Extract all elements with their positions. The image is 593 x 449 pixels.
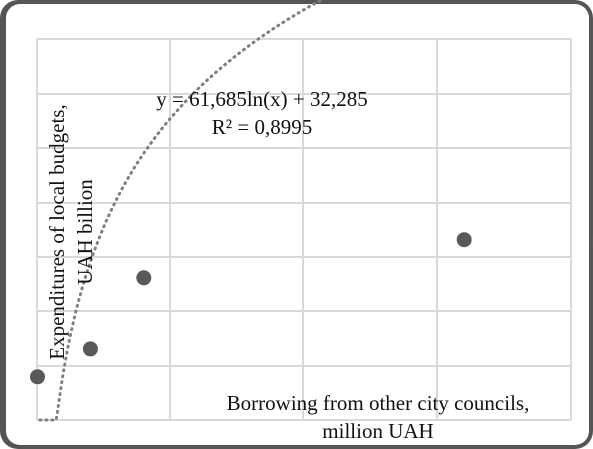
y-axis-label-line-1: Expenditures of local budgets,	[45, 104, 69, 359]
data-point	[82, 341, 98, 357]
trendline	[38, 0, 325, 422]
trendline-r-squared: R² = 0,8995	[212, 115, 312, 139]
gridlines	[36, 38, 572, 421]
x-axis-label-line-2: million UAH	[322, 419, 433, 443]
data-point	[30, 369, 45, 385]
data-points	[30, 232, 593, 385]
x-axis-label-line-1: Borrowing from other city councils,	[227, 391, 530, 415]
data-point	[590, 236, 593, 249]
y-axis-label-line-2: UAH billion	[73, 179, 97, 285]
data-point	[456, 232, 472, 248]
data-point	[136, 270, 152, 286]
chart-panel	[6, 4, 589, 445]
trendline-equation: y = 61,685ln(x) + 32,285	[156, 87, 368, 111]
